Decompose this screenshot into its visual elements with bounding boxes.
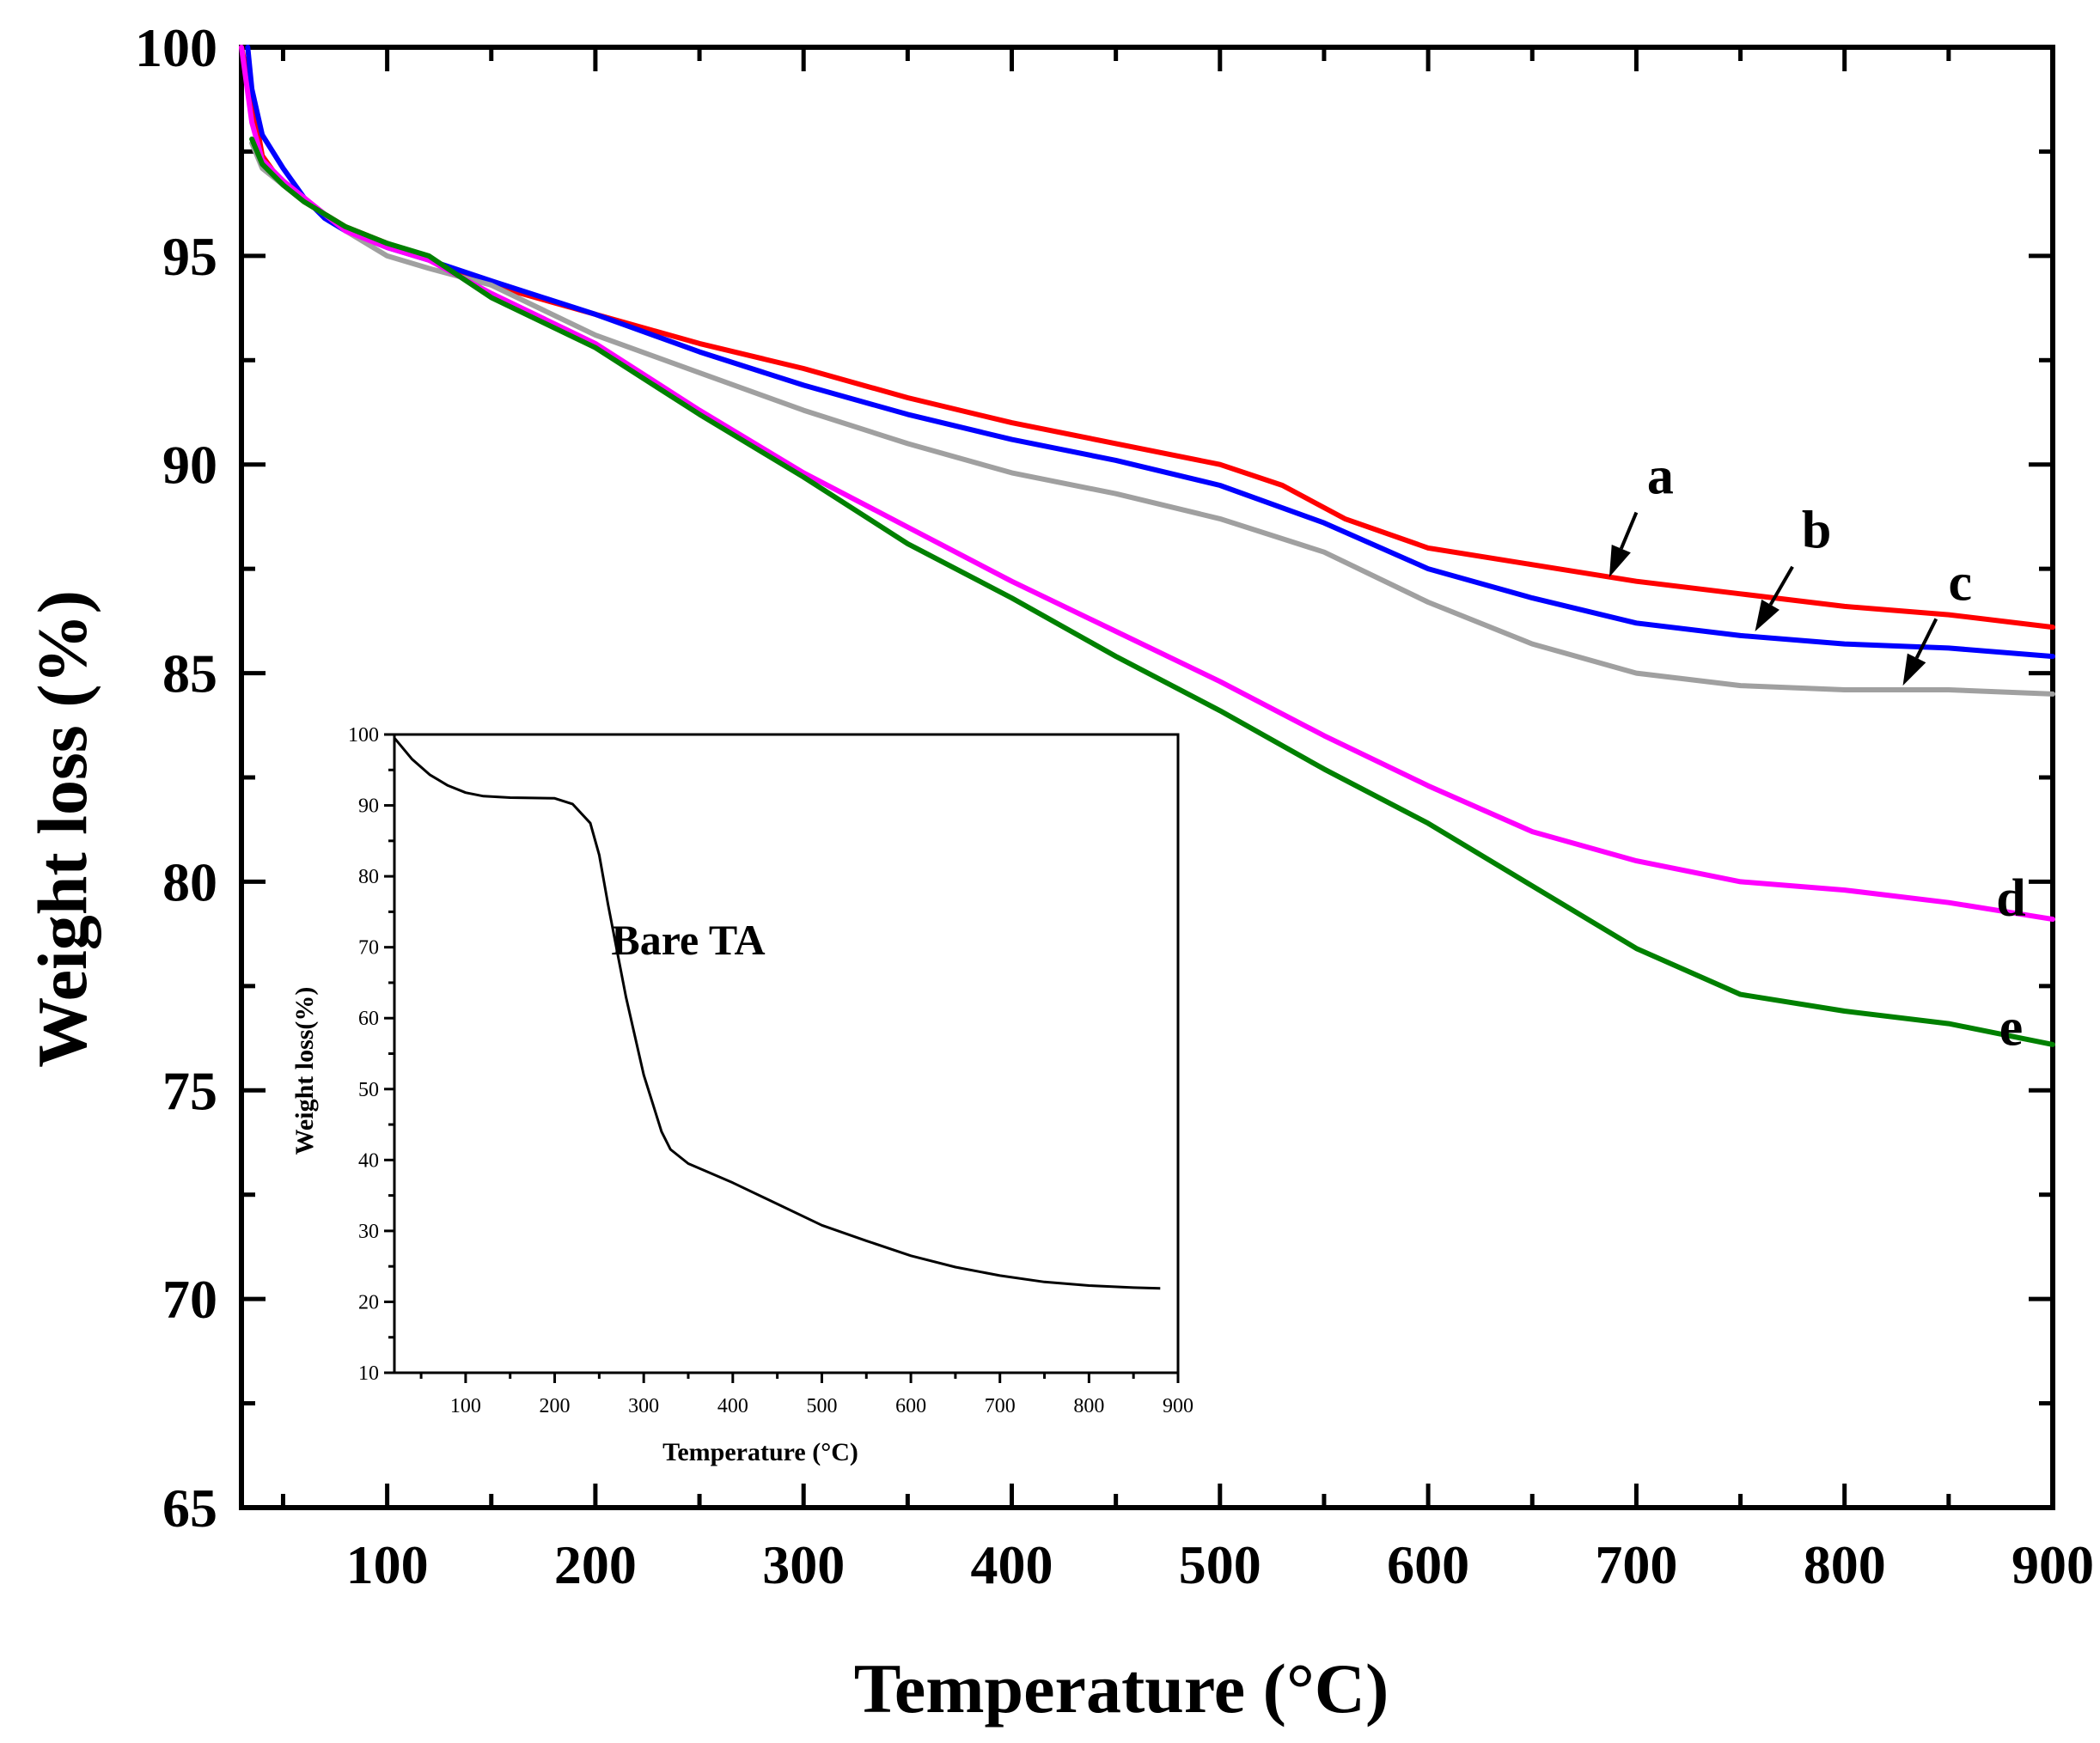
curve-label-c: c	[1949, 553, 1973, 612]
inset-y-tick-label: 10	[358, 1362, 379, 1385]
inset-series-line	[393, 737, 1161, 1290]
inset-y-tick-label: 40	[358, 1149, 379, 1172]
curve-label-d: d	[1996, 869, 2025, 928]
inset-x-tick-label: 700	[985, 1395, 1016, 1417]
main-x-tick-label: 500	[1179, 1534, 1261, 1595]
curve-c-arrowhead	[1902, 653, 1926, 686]
main-y-tick-label: 75	[162, 1060, 217, 1121]
curve-a-arrowhead	[1609, 545, 1631, 577]
inset-y-tick-label: 50	[358, 1079, 379, 1101]
main-y-axis-title: Weight loss (%)	[23, 590, 101, 1068]
main-x-tick-label: 700	[1595, 1534, 1677, 1595]
curve-a-arrow	[1619, 511, 1639, 550]
main-y-tick-label: 65	[162, 1478, 217, 1539]
curve-label-b: b	[1802, 502, 1831, 560]
main-y-tick-label: 85	[162, 643, 217, 704]
main-x-tick-label: 600	[1387, 1534, 1469, 1595]
inset-x-tick-label: 600	[895, 1395, 926, 1417]
main-y-tick-label: 70	[162, 1269, 217, 1330]
inset-y-tick-label: 80	[358, 866, 379, 888]
inset-x-axis-title: Temperature (°C)	[662, 1438, 858, 1466]
series-d-line	[239, 45, 2055, 923]
main-x-tick-label: 800	[1804, 1534, 1886, 1595]
main-y-tick-label: 100	[135, 17, 217, 78]
curve-c-arrow	[1914, 618, 1938, 659]
inset-x-tick-label: 300	[628, 1395, 659, 1417]
main-x-tick-label: 300	[762, 1534, 845, 1595]
inset-plot: 100 200 300 400 500 600 700 800 900 10 20 30 40 50 60 7…	[290, 724, 1193, 1466]
inset-x-tick-label: 500	[806, 1395, 837, 1417]
inset-annotation-bare-ta: Bare TA	[611, 916, 765, 964]
inset-y-tick-label: 90	[358, 795, 379, 818]
inset-x-tick-label: 800	[1073, 1395, 1104, 1417]
main-x-tick-label: 100	[346, 1534, 429, 1595]
curve-b-arrow	[1768, 565, 1794, 606]
curve-label-e: e	[1999, 998, 2024, 1057]
inset-y-tick-label: 30	[358, 1221, 379, 1243]
inset-x-tick-label: 900	[1163, 1395, 1193, 1417]
inset-x-tick-label: 400	[717, 1395, 748, 1417]
main-x-axis-title: Temperature (°C)	[854, 1649, 1389, 1728]
inset-x-tick-label: 200	[540, 1395, 571, 1417]
main-y-tick-label: 80	[162, 851, 217, 912]
inset-y-tick-label: 100	[348, 724, 379, 747]
main-x-tick-label: 200	[554, 1534, 637, 1595]
curve-b-arrowhead	[1755, 599, 1780, 631]
inset-y-tick-label: 70	[358, 937, 379, 960]
inset-y-tick-label: 60	[358, 1008, 379, 1030]
series-e-line	[249, 136, 2055, 1047]
main-x-tick-label: 400	[971, 1534, 1053, 1595]
inset-plot-frame	[393, 733, 1180, 1374]
inset-y-axis-title: Weight loss(%)	[290, 987, 319, 1155]
main-x-tick-label: 900	[2011, 1534, 2094, 1595]
main-plot: 100 200 300 400 500 600 700 800 900 65 70 75 80 85 90 9…	[23, 17, 2094, 1728]
inset-x-tick-label: 100	[450, 1395, 481, 1417]
inset-y-tick-label: 20	[358, 1291, 379, 1313]
main-y-tick-label: 95	[162, 226, 217, 287]
curve-label-a: a	[1647, 448, 1674, 506]
main-y-tick-label: 90	[162, 435, 217, 496]
